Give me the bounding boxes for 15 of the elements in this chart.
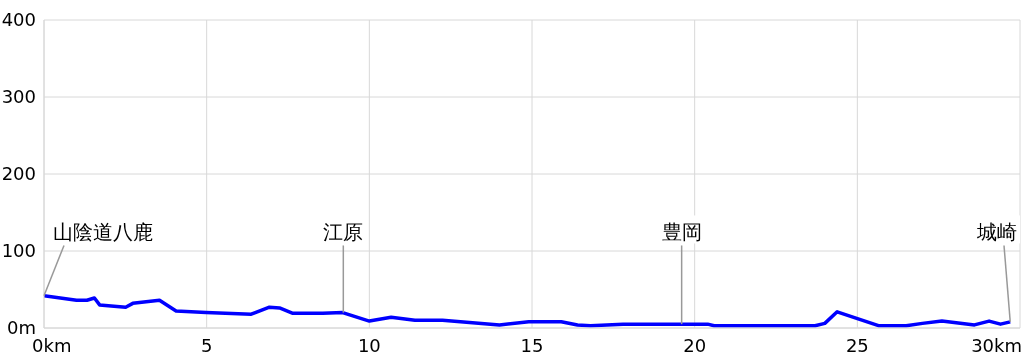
annotation: 城崎 [976, 220, 1017, 245]
y-tick-label: 400 [1, 9, 36, 31]
annotation: 山陰道八鹿 [52, 220, 153, 245]
y-tick-label: 200 [1, 163, 36, 185]
annotation: 江原 [323, 220, 364, 245]
x-tick-label: 10 [357, 335, 381, 356]
y-tick-label: 100 [1, 240, 36, 262]
x-tick-label: 25 [845, 335, 869, 356]
x-tick-label: 30km [971, 335, 1022, 356]
x-tick-label: 20 [683, 335, 707, 356]
x-tick-label: 15 [520, 335, 544, 356]
x-tick-label: 5 [200, 335, 213, 356]
y-tick-label: 300 [1, 86, 36, 108]
annotation: 豊岡 [661, 220, 702, 245]
line-series [44, 293, 1012, 328]
